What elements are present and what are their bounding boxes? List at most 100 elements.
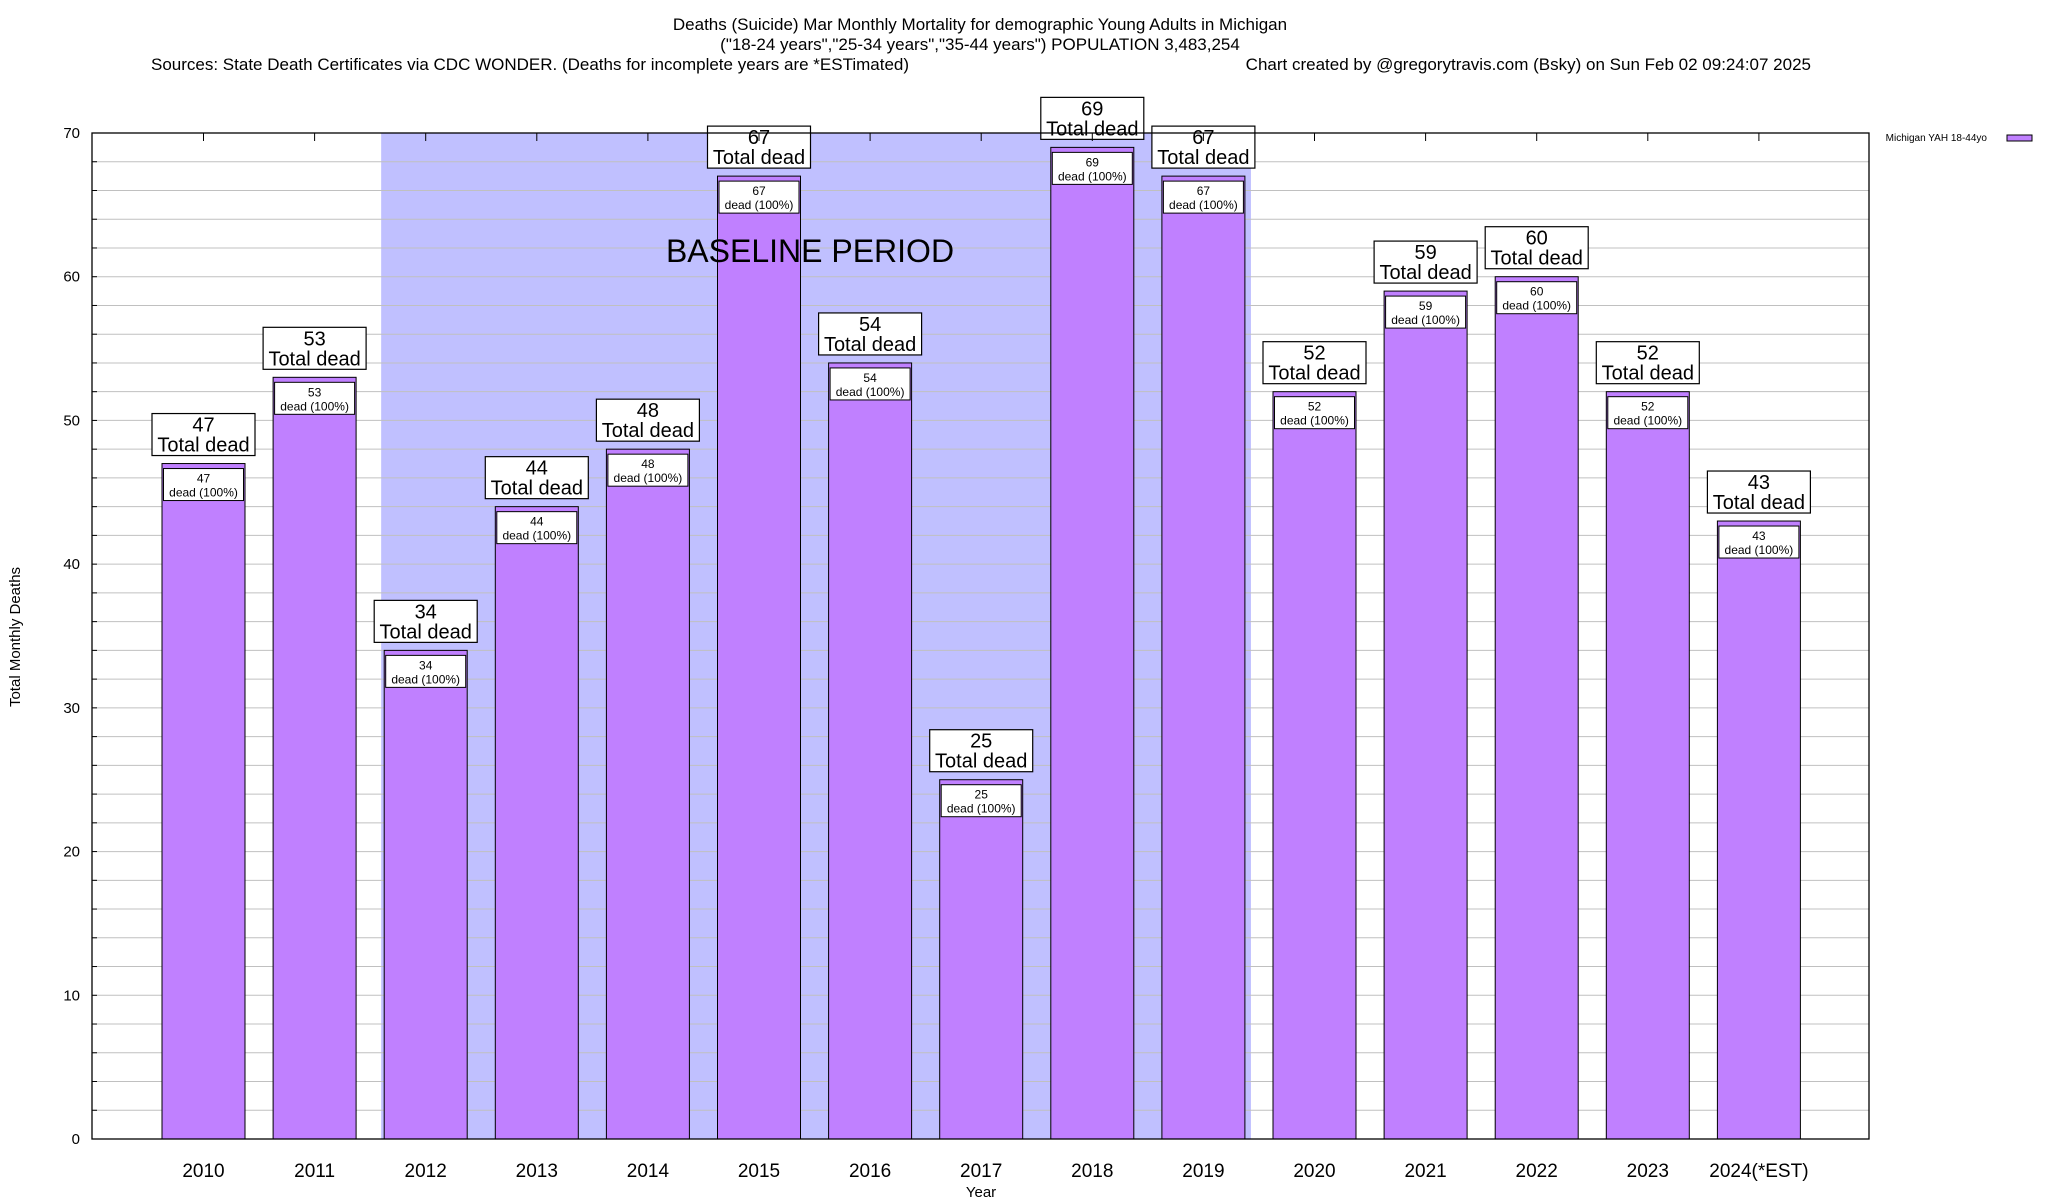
total-dead-label: Total dead bbox=[1491, 248, 1583, 270]
total-label-box bbox=[595, 398, 701, 442]
inner-value-label: 47 bbox=[197, 472, 211, 486]
x-tick-label: 2016 bbox=[849, 1161, 891, 1182]
legend-swatch bbox=[2006, 134, 2033, 142]
bar-2013 bbox=[494, 506, 579, 1140]
inner-percent-label: dead (100%) bbox=[169, 486, 238, 500]
inner-label-box bbox=[1496, 281, 1578, 315]
chart-subtitle: ("18-24 years","25-34 years","35-44 year… bbox=[720, 35, 1240, 54]
total-value-label: 47 bbox=[192, 415, 214, 437]
total-label-box bbox=[1706, 470, 1812, 514]
x-tick-label: 2017 bbox=[960, 1161, 1002, 1182]
x-tick-label: 2014 bbox=[627, 1161, 670, 1182]
inner-percent-label: dead (100%) bbox=[1725, 543, 1794, 557]
inner-value-label: 59 bbox=[1419, 299, 1433, 313]
inner-label-box bbox=[385, 654, 467, 688]
legend: Michigan YAH 18-44yo bbox=[1886, 133, 2033, 144]
bar-2018 bbox=[1050, 146, 1135, 1140]
total-value-label: 34 bbox=[415, 601, 437, 623]
y-tick-label: 0 bbox=[72, 1131, 80, 1148]
total-dead-label: Total dead bbox=[1379, 262, 1471, 284]
total-value-label: 54 bbox=[859, 314, 881, 336]
inner-percent-label: dead (100%) bbox=[391, 672, 460, 686]
inner-label-box bbox=[829, 367, 911, 401]
y-tick-label: 10 bbox=[63, 987, 80, 1004]
inner-percent-label: dead (100%) bbox=[1391, 313, 1460, 327]
inner-label-box bbox=[718, 180, 800, 214]
total-value-label: 25 bbox=[970, 731, 992, 753]
inner-value-label: 67 bbox=[752, 184, 766, 198]
total-value-label: 53 bbox=[303, 328, 325, 350]
x-axis-label: Year bbox=[966, 1184, 996, 1200]
total-dead-label: Total dead bbox=[491, 478, 583, 500]
inner-label-box bbox=[1607, 396, 1689, 430]
inner-percent-label: dead (100%) bbox=[725, 198, 794, 212]
inner-value-label: 43 bbox=[1752, 529, 1766, 543]
total-dead-label: Total dead bbox=[824, 334, 916, 356]
y-tick-label: 30 bbox=[63, 700, 80, 717]
inner-label-box bbox=[1718, 525, 1800, 559]
total-label-box bbox=[817, 312, 923, 356]
x-tick-label: 2021 bbox=[1404, 1161, 1446, 1182]
total-label-box bbox=[1262, 341, 1367, 385]
inner-value-label: 48 bbox=[641, 457, 655, 471]
bar-2014 bbox=[605, 448, 690, 1140]
inner-percent-label: dead (100%) bbox=[1169, 198, 1238, 212]
total-value-label: 52 bbox=[1637, 343, 1659, 365]
inner-percent-label: dead (100%) bbox=[280, 399, 349, 413]
inner-percent-label: dead (100%) bbox=[1280, 414, 1349, 428]
x-tick-label: 2015 bbox=[738, 1161, 780, 1182]
inner-value-label: 69 bbox=[1086, 155, 1100, 169]
x-tick-label: 2022 bbox=[1516, 1161, 1558, 1182]
inner-value-label: 44 bbox=[530, 515, 544, 529]
total-dead-label: Total dead bbox=[268, 348, 360, 370]
x-tick-label: 2019 bbox=[1182, 1161, 1224, 1182]
y-tick-label: 40 bbox=[63, 556, 80, 573]
total-dead-label: Total dead bbox=[1602, 363, 1694, 385]
total-value-label: 43 bbox=[1748, 472, 1770, 494]
total-label-box bbox=[929, 729, 1034, 773]
inner-label-box bbox=[274, 381, 356, 415]
total-dead-label: Total dead bbox=[602, 420, 694, 442]
bar-2022 bbox=[1494, 276, 1579, 1140]
x-tick-label: 2012 bbox=[405, 1161, 447, 1182]
inner-label-box bbox=[1274, 396, 1355, 430]
x-tick-label: 2024(*EST) bbox=[1709, 1161, 1808, 1182]
bar-2011 bbox=[272, 376, 357, 1140]
total-value-label: 44 bbox=[526, 458, 548, 480]
x-tick-label: 2013 bbox=[516, 1161, 558, 1182]
x-tick-label: 2020 bbox=[1293, 1161, 1335, 1182]
total-dead-label: Total dead bbox=[380, 621, 472, 643]
inner-label-box bbox=[1162, 180, 1244, 214]
chart-sources: Sources: State Death Certificates via CD… bbox=[151, 55, 909, 74]
inner-label-box bbox=[940, 784, 1022, 818]
inner-percent-label: dead (100%) bbox=[502, 529, 571, 543]
total-dead-label: Total dead bbox=[1046, 118, 1138, 140]
total-dead-label: Total dead bbox=[157, 435, 249, 457]
inner-value-label: 34 bbox=[419, 658, 433, 672]
inner-percent-label: dead (100%) bbox=[1058, 169, 1127, 183]
inner-value-label: 54 bbox=[863, 371, 877, 385]
x-tick-label: 2023 bbox=[1627, 1161, 1669, 1182]
total-dead-label: Total dead bbox=[713, 147, 805, 169]
total-dead-label: Total dead bbox=[1157, 147, 1249, 169]
x-tick-label: 2011 bbox=[294, 1161, 335, 1182]
inner-percent-label: dead (100%) bbox=[1502, 299, 1571, 313]
y-tick-label: 50 bbox=[63, 412, 80, 429]
inner-value-label: 67 bbox=[1197, 184, 1211, 198]
inner-percent-label: dead (100%) bbox=[836, 385, 905, 399]
total-label-box bbox=[262, 326, 367, 370]
inner-value-label: 60 bbox=[1530, 285, 1544, 299]
bar-2021 bbox=[1383, 290, 1468, 1140]
total-dead-label: Total dead bbox=[1713, 492, 1805, 514]
baseline-period-label: BASELINE PERIOD bbox=[666, 233, 954, 269]
bar-2020 bbox=[1272, 391, 1357, 1140]
bar-2024(*EST) bbox=[1716, 520, 1801, 1140]
chart-title: Deaths (Suicide) Mar Monthly Mortality f… bbox=[673, 15, 1287, 34]
inner-label-box bbox=[607, 453, 689, 487]
total-value-label: 69 bbox=[1081, 98, 1103, 120]
total-value-label: 48 bbox=[637, 400, 659, 422]
total-label-box bbox=[1484, 226, 1589, 270]
bar-2015 bbox=[717, 175, 801, 1140]
total-label-box bbox=[151, 412, 256, 457]
